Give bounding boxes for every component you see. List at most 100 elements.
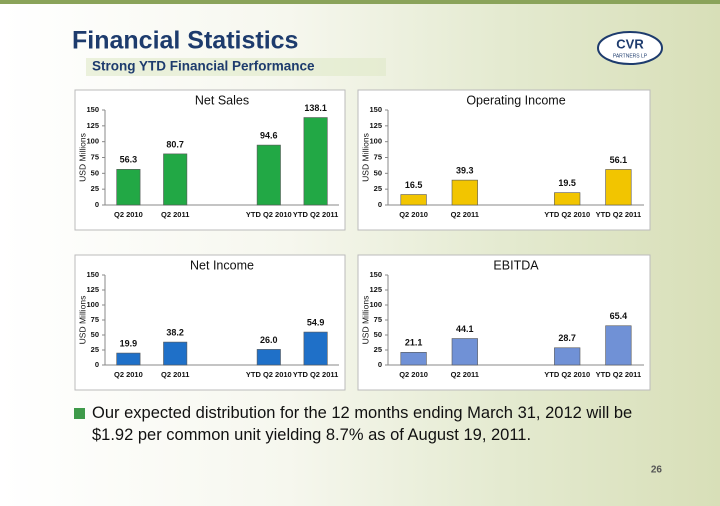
y-tick-label: 75 [91,152,99,161]
y-tick-label: 125 [86,121,99,130]
bullet-text: Our expected distribution for the 12 mon… [92,404,633,444]
bar [451,179,478,206]
value-label: 44.1 [456,324,474,334]
value-label: 56.3 [120,155,138,165]
value-label: 38.2 [166,327,184,337]
bar [400,194,427,206]
value-label: 94.6 [260,130,278,140]
y-tick-label: 100 [369,137,382,146]
y-tick-label: 0 [95,360,99,369]
x-tick-label: YTD Q2 2010 [246,370,292,379]
chart-panel [74,254,346,391]
x-tick-label: Q2 2011 [451,370,479,379]
y-tick-label: 150 [86,270,99,279]
y-tick-label: 150 [369,105,382,114]
chart-title: EBITDA [493,258,539,272]
value-label: 80.7 [166,139,184,149]
x-tick-label: YTD Q2 2010 [544,370,590,379]
y-tick-label: 50 [374,330,382,339]
chart-title: Operating Income [466,93,565,107]
y-axis-label: USD Millions [77,133,87,182]
y-tick-label: 50 [91,330,99,339]
value-label: 21.1 [405,338,423,348]
x-tick-label: YTD Q2 2010 [246,210,292,219]
bar [554,192,581,206]
subtitle-band [86,58,386,76]
bar [451,338,478,366]
bar [554,347,581,366]
chart-title: Net Income [190,258,254,272]
chart-panel [357,89,651,231]
slide-title: Financial Statistics [72,27,298,55]
value-label: 39.3 [456,165,474,175]
y-tick-label: 125 [369,285,382,294]
top-band [0,0,720,4]
value-label: 26.0 [260,335,278,345]
bar [116,352,141,366]
chart-panel [357,254,651,391]
y-tick-label: 25 [91,345,99,354]
chart-title: Net Sales [195,93,249,107]
bar [163,341,188,366]
bullet-marker [74,408,85,419]
y-tick-label: 0 [378,200,382,209]
y-tick-label: 75 [91,315,99,324]
y-axis-label: USD Millions [77,296,87,345]
value-label: 65.4 [610,311,628,321]
value-label: 138.1 [304,103,327,113]
x-tick-label: Q2 2010 [399,370,428,379]
y-tick-label: 125 [86,285,99,294]
y-tick-label: 75 [374,315,382,324]
x-tick-label: Q2 2010 [114,370,143,379]
x-tick-label: YTD Q2 2010 [544,210,590,219]
x-tick-label: YTD Q2 2011 [293,370,338,379]
value-label: 54.9 [307,317,325,327]
y-tick-label: 100 [369,300,382,309]
y-tick-label: 0 [378,360,382,369]
y-tick-label: 100 [86,137,99,146]
value-label: 19.9 [120,338,138,348]
y-tick-label: 25 [374,345,382,354]
bar [605,325,632,366]
y-tick-label: 50 [91,168,99,177]
x-tick-label: Q2 2011 [161,370,189,379]
value-label: 19.5 [558,178,576,188]
slide-subtitle: Strong YTD Financial Performance [92,59,315,74]
bar [400,352,427,366]
y-tick-label: 0 [95,200,99,209]
logo-sub: PARTNERS LP [613,53,648,59]
bar [163,153,188,206]
chart-panel [74,89,346,231]
x-tick-label: Q2 2010 [114,210,143,219]
bar [303,331,328,366]
y-tick-label: 150 [369,270,382,279]
x-tick-label: Q2 2011 [451,210,479,219]
x-tick-label: YTD Q2 2011 [596,370,641,379]
x-tick-label: YTD Q2 2011 [596,210,641,219]
y-tick-label: 75 [374,152,382,161]
bar [116,169,141,206]
value-label: 28.7 [558,333,576,343]
logo-name: CVR [616,36,644,51]
y-tick-label: 150 [86,105,99,114]
y-tick-label: 50 [374,168,382,177]
bar [605,169,632,206]
y-tick-label: 125 [369,121,382,130]
page-number: 26 [651,465,663,476]
y-axis-label: USD Millions [360,296,370,345]
x-tick-label: Q2 2011 [161,210,189,219]
x-tick-label: Q2 2010 [399,210,428,219]
bar [303,117,328,206]
y-tick-label: 25 [374,184,382,193]
value-label: 56.1 [610,155,628,165]
x-tick-label: YTD Q2 2011 [293,210,338,219]
y-tick-label: 100 [86,300,99,309]
y-tick-label: 25 [91,184,99,193]
y-axis-label: USD Millions [360,133,370,182]
value-label: 16.5 [405,180,423,190]
bar [256,349,281,366]
logo-ring [597,31,663,65]
bar [256,144,281,206]
